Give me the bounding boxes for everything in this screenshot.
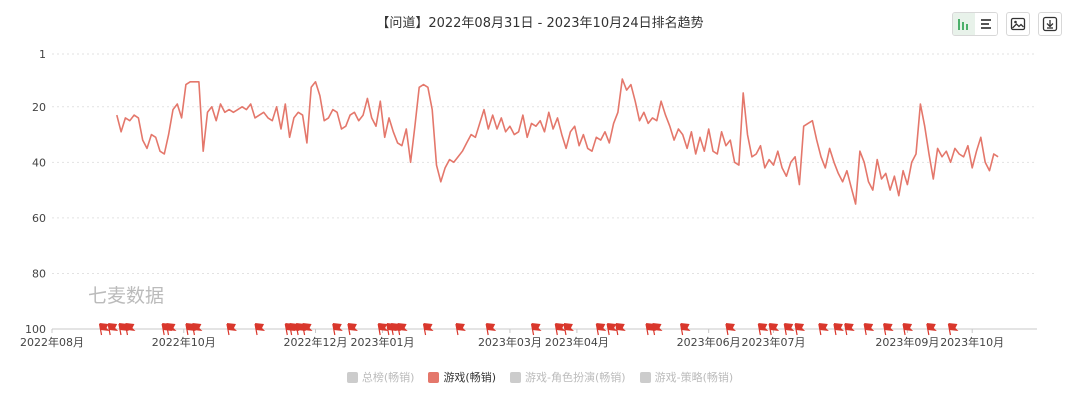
x-axis: 2022年08月 2022年10月 2022年12月 2023年01月 2023年03月… bbox=[20, 329, 1004, 349]
legend-label: 游戏(畅销) bbox=[443, 371, 497, 384]
legend: 总榜(畅销) 游戏(畅销) 游戏-角色扮演(畅销) 游戏-策略(畅销) bbox=[0, 369, 1080, 385]
y-tick-label: 80 bbox=[32, 267, 46, 280]
watermark: 七麦数据 bbox=[88, 285, 164, 307]
event-flag[interactable] bbox=[455, 323, 466, 336]
x-tick-label: 2022年08月 bbox=[20, 335, 84, 349]
event-flag[interactable] bbox=[768, 323, 780, 336]
event-flag[interactable] bbox=[563, 323, 574, 336]
event-flag[interactable] bbox=[757, 323, 769, 336]
event-flag[interactable] bbox=[301, 323, 313, 336]
grid-lines bbox=[52, 53, 1037, 330]
x-tick-label: 2023年01月 bbox=[350, 335, 414, 349]
x-tick-label: 2023年06月 bbox=[677, 335, 741, 349]
legend-swatch bbox=[346, 371, 358, 383]
list-icon[interactable] bbox=[975, 13, 997, 35]
legend-label: 总榜(畅销) bbox=[361, 371, 415, 384]
legend-item-games-grossing[interactable]: 游戏(畅销) bbox=[428, 369, 496, 385]
download-icon[interactable] bbox=[1038, 12, 1062, 36]
legend-swatch bbox=[639, 371, 651, 383]
x-tick-label: 2023年10月 bbox=[940, 335, 1004, 349]
event-flag[interactable] bbox=[422, 323, 434, 336]
x-tick-label: 2023年09月 bbox=[875, 335, 939, 349]
legend-label: 游戏-策略(畅销) bbox=[654, 371, 734, 384]
legend-item-total-grossing[interactable]: 总榜(畅销) bbox=[346, 369, 415, 385]
series-layer bbox=[116, 78, 999, 205]
event-flag[interactable] bbox=[902, 323, 914, 336]
event-flag[interactable] bbox=[226, 323, 237, 336]
legend-swatch bbox=[510, 371, 522, 383]
x-tick-label: 2023年04月 bbox=[545, 335, 609, 349]
event-flag[interactable] bbox=[883, 323, 894, 336]
event-flag[interactable] bbox=[679, 323, 691, 336]
event-flag[interactable] bbox=[833, 323, 844, 336]
event-flag[interactable] bbox=[377, 323, 389, 336]
event-flag[interactable] bbox=[615, 323, 626, 336]
event-flag[interactable] bbox=[554, 323, 566, 336]
event-flag[interactable] bbox=[606, 323, 618, 336]
legend-swatch bbox=[428, 371, 440, 383]
y-axis: 1 20 40 60 80 100 bbox=[25, 48, 46, 336]
y-tick-label: 1 bbox=[39, 48, 46, 61]
event-flag[interactable] bbox=[725, 323, 736, 336]
bar-chart-icon[interactable] bbox=[953, 13, 975, 35]
legend-item-strategy-grossing[interactable]: 游戏-策略(畅销) bbox=[639, 369, 734, 385]
y-tick-label: 100 bbox=[25, 323, 46, 336]
event-flag[interactable] bbox=[844, 323, 855, 336]
series-line-games-grossing[interactable] bbox=[116, 78, 999, 205]
event-flag[interactable] bbox=[397, 323, 408, 336]
event-flag[interactable] bbox=[783, 323, 795, 336]
event-flag[interactable] bbox=[863, 323, 875, 336]
event-flag[interactable] bbox=[651, 323, 663, 336]
event-flag[interactable] bbox=[98, 323, 110, 336]
event-flag[interactable] bbox=[794, 323, 806, 336]
chart-title: 【问道】2022年08月31日 - 2023年10月24日排名趋势 bbox=[376, 16, 704, 31]
event-flag[interactable] bbox=[595, 323, 607, 336]
event-flag[interactable] bbox=[485, 323, 497, 336]
chart-toolbar bbox=[952, 12, 1062, 36]
x-tick-label: 2022年10月 bbox=[152, 335, 216, 349]
event-flag[interactable] bbox=[254, 323, 266, 336]
legend-item-rpg-grossing[interactable]: 游戏-角色扮演(畅销) bbox=[510, 369, 626, 385]
event-flag[interactable] bbox=[347, 323, 358, 336]
event-flag[interactable] bbox=[530, 323, 542, 336]
event-flag[interactable] bbox=[818, 323, 829, 336]
view-toggle bbox=[952, 12, 998, 36]
x-tick-label: 2022年12月 bbox=[284, 335, 348, 349]
legend-label: 游戏-角色扮演(畅销) bbox=[525, 371, 626, 384]
x-tick-label: 2023年03月 bbox=[478, 335, 542, 349]
event-flags bbox=[98, 323, 959, 336]
event-flag[interactable] bbox=[124, 323, 136, 336]
y-tick-label: 60 bbox=[32, 212, 46, 225]
x-tick-label: 2023年07月 bbox=[741, 335, 805, 349]
event-flag[interactable] bbox=[107, 323, 119, 336]
event-flag[interactable] bbox=[947, 323, 959, 336]
event-flag[interactable] bbox=[191, 323, 203, 336]
y-tick-label: 20 bbox=[32, 101, 46, 114]
y-tick-label: 40 bbox=[32, 156, 46, 169]
event-flag[interactable] bbox=[926, 323, 937, 336]
event-flag[interactable] bbox=[165, 323, 177, 336]
image-icon[interactable] bbox=[1006, 12, 1030, 36]
event-flag[interactable] bbox=[332, 323, 343, 336]
